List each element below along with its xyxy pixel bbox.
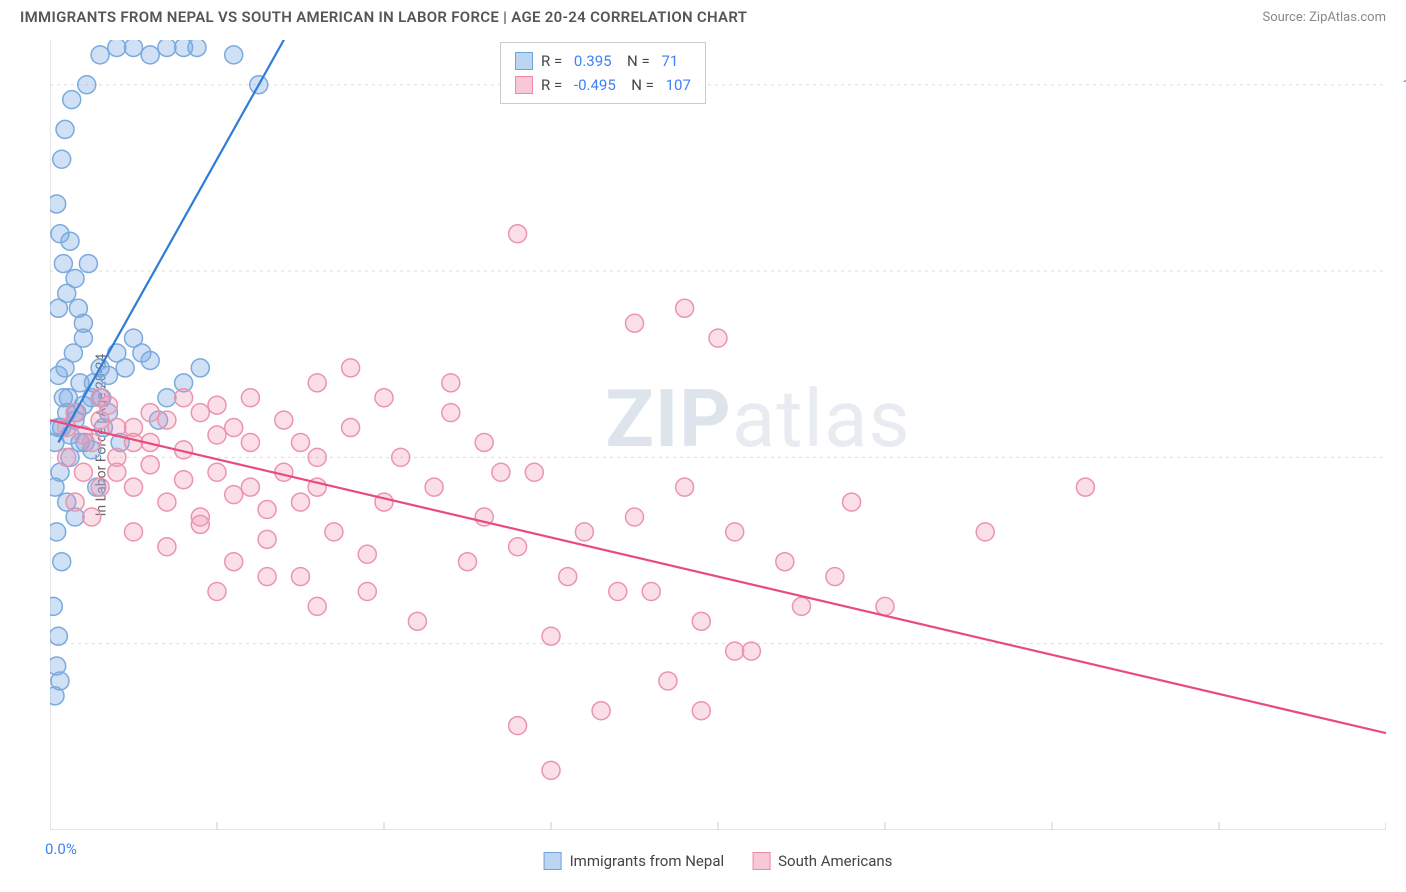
- n-value-1: 71: [661, 49, 678, 73]
- legend-swatch-nepal: [515, 52, 533, 70]
- n-label: N =: [620, 49, 654, 73]
- n-label: N =: [624, 73, 658, 97]
- legend-swatch-nepal-icon: [544, 852, 562, 870]
- r-label: R =: [541, 49, 566, 73]
- chart-title: IMMIGRANTS FROM NEPAL VS SOUTH AMERICAN …: [20, 8, 747, 26]
- r-label: R =: [541, 73, 566, 97]
- source-label: Source: ZipAtlas.com: [1262, 10, 1386, 25]
- y-tick-label: 100.0%: [1402, 76, 1406, 94]
- legend-item-sa: South Americans: [752, 852, 892, 870]
- legend-label-nepal: Immigrants from Nepal: [570, 852, 725, 870]
- legend-item-nepal: Immigrants from Nepal: [544, 852, 725, 870]
- legend-swatch-sa-icon: [752, 852, 770, 870]
- legend-label-sa: South Americans: [778, 852, 892, 870]
- legend-swatch-sa: [515, 76, 533, 94]
- x-tick-min: 0.0%: [45, 840, 77, 858]
- correlation-row-1: R = 0.395 N = 71: [515, 49, 691, 73]
- r-value-2: -0.495: [574, 73, 616, 97]
- chart-area: In Labor Force | Age 20-24 ZIPatlas R = …: [50, 40, 1386, 830]
- correlation-row-2: R = -0.495 N = 107: [515, 73, 691, 97]
- n-value-2: 107: [666, 73, 691, 97]
- series-legend: Immigrants from Nepal South Americans: [544, 852, 893, 870]
- scatter-plot: [50, 40, 1386, 830]
- title-bar: IMMIGRANTS FROM NEPAL VS SOUTH AMERICAN …: [0, 0, 1406, 30]
- r-value-1: 0.395: [574, 49, 612, 73]
- correlation-legend: R = 0.395 N = 71 R = -0.495 N = 107: [500, 42, 706, 104]
